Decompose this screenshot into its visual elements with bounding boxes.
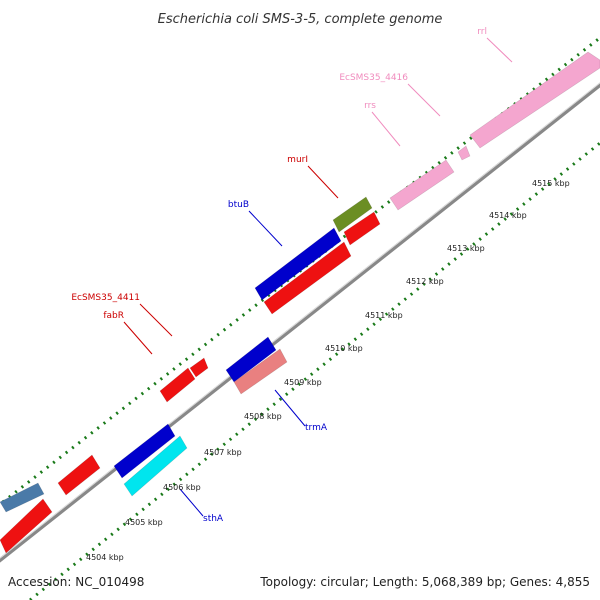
- tick-label: 4511 kbp: [365, 311, 403, 320]
- feature-EcSMS35_4416-arrow: [457, 145, 471, 161]
- tick-label: 4504 kbp: [86, 553, 124, 562]
- leader-line: [307, 165, 339, 199]
- tick-label: 4505 kbp: [125, 518, 163, 527]
- gene-label: btuB: [228, 200, 249, 210]
- feature-sthA-arrow: [123, 435, 188, 497]
- leader-line: [139, 303, 173, 337]
- lower-dotted-track: [29, 141, 600, 600]
- feature-red-arrow: [263, 241, 352, 315]
- leader-line: [179, 488, 204, 517]
- feature-rrs-arrow: [389, 159, 455, 211]
- tick-label: 4510 kbp: [325, 344, 363, 353]
- feature-steelblue-partial: [0, 482, 45, 513]
- accession-text: Accession: NC_010498: [8, 575, 144, 589]
- feature-blue-arrow: [225, 336, 277, 383]
- gene-label: EcSMS35_4411: [71, 293, 140, 303]
- tick-label: 4509 kbp: [284, 378, 322, 387]
- feature-rrl-arrow: [469, 51, 600, 149]
- tick-label: 4506 kbp: [163, 483, 201, 492]
- feature-red-arrow: [0, 498, 53, 554]
- leader-line: [248, 210, 283, 247]
- leader-line: [407, 83, 441, 117]
- gene-features: [0, 51, 600, 554]
- tick-label: 4512 kbp: [406, 277, 444, 286]
- feature-red-arrow: [343, 211, 381, 246]
- genome-backbone: [0, 82, 600, 563]
- gene-label: trmA: [305, 423, 328, 433]
- gene-label: EcSMS35_4416: [339, 73, 408, 83]
- backbone-highlight: [0, 82, 600, 559]
- feature-blue-arrow: [113, 423, 176, 479]
- leader-line: [123, 321, 153, 355]
- tick-label: 4515 kbp: [532, 179, 570, 188]
- tick-label: 4508 kbp: [244, 412, 282, 421]
- tick-label: 4514 kbp: [489, 211, 527, 220]
- feature-btuB-arrow: [254, 227, 342, 301]
- leader-line: [371, 111, 401, 147]
- tick-label: 4513 kbp: [447, 244, 485, 253]
- feature-red-arrow: [57, 454, 101, 496]
- gene-label: murI: [287, 155, 308, 165]
- leader-line: [274, 389, 306, 427]
- kbp-tick-labels: 4504 kbp 4505 kbp 4506 kbp 4507 kbp 4508 kbp…: [86, 179, 570, 562]
- backbone-line: [0, 82, 600, 563]
- feature-fabR-arrow: [159, 367, 196, 403]
- gene-label: rrs: [364, 101, 376, 111]
- genome-summary-text: Topology: circular; Length: 5,068,389 bp…: [259, 575, 590, 589]
- tick-label: 4507 kbp: [204, 448, 242, 457]
- label-leader-lines: [123, 37, 513, 517]
- feature-EcSMS35_4411-arrow: [189, 357, 209, 378]
- feature-trmA-arrow: [233, 348, 288, 395]
- map-title: Escherichia coli SMS-3-5, complete genom…: [158, 12, 443, 27]
- gene-label: rrl: [477, 27, 487, 37]
- gene-label: sthA: [203, 514, 224, 524]
- feature-murI-arrow: [332, 196, 373, 233]
- gene-label: fabR: [103, 311, 124, 321]
- leader-line: [486, 37, 513, 63]
